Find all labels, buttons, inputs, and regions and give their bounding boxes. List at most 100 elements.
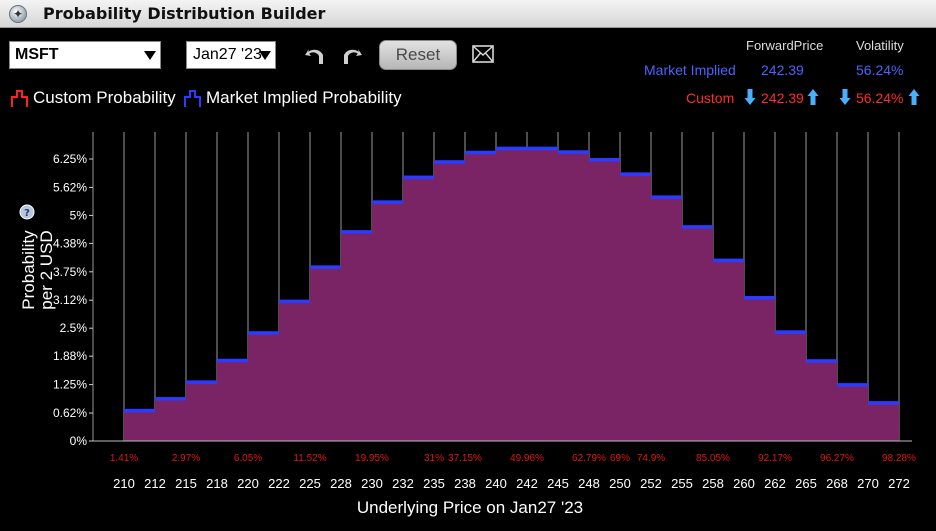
bar-fill <box>682 226 713 441</box>
probability-bar[interactable] <box>558 150 589 441</box>
probability-bar[interactable] <box>465 150 496 441</box>
y-axis-title-group: Probabilityper 2 USD <box>19 230 56 310</box>
help-icon[interactable]: ? <box>19 204 35 220</box>
probability-bar[interactable] <box>620 172 651 442</box>
probability-chart[interactable]: 0% 0.62% 1.25% 1.88% 2.5% 3.12% 3.75% 4.38% 5% 5.… <box>0 118 936 531</box>
probability-bar[interactable] <box>868 401 899 441</box>
probability-bar[interactable] <box>155 397 186 441</box>
x-tick-label: 235 <box>423 476 445 491</box>
probability-bar[interactable] <box>341 230 372 441</box>
x-tick-label: 248 <box>578 476 600 491</box>
probability-bar[interactable] <box>124 408 155 441</box>
probability-bar[interactable] <box>806 359 837 441</box>
bar-fill <box>837 384 868 441</box>
bar-market-cap <box>868 401 899 405</box>
custom-label: Custom <box>686 90 735 106</box>
bar-fill <box>496 148 527 441</box>
legend-market-label: Market Implied Probability <box>206 88 402 107</box>
x-tick-label: 230 <box>361 476 383 491</box>
y-tick-label: 5.62% <box>53 180 87 194</box>
arrow-down-icon[interactable] <box>839 88 851 106</box>
probability-bar[interactable] <box>744 296 775 441</box>
email-icon[interactable] <box>472 45 494 63</box>
probability-bar[interactable] <box>186 380 217 441</box>
x-tick-label: 212 <box>144 476 166 491</box>
title-bar: ✦ Probability Distribution Builder <box>0 0 936 28</box>
x-tick-label: 262 <box>764 476 786 491</box>
redo-icon[interactable] <box>342 44 364 66</box>
cumulative-label: 74.9% <box>637 453 665 464</box>
x-tick-label: 222 <box>268 476 290 491</box>
bar-fill <box>527 148 558 441</box>
bar-fill <box>620 173 651 442</box>
cumulative-label: 92.17% <box>758 453 792 464</box>
x-tick-label: 238 <box>454 476 476 491</box>
probability-bar[interactable] <box>279 299 310 441</box>
legend-market: Market Implied Probability <box>184 88 402 108</box>
y-tick-label: 3.75% <box>53 265 87 279</box>
probability-bar[interactable] <box>217 358 248 441</box>
bar-fill <box>279 301 310 441</box>
bar-market-cap <box>837 383 868 387</box>
legend-custom: Custom Probability <box>11 88 176 108</box>
probability-bar[interactable] <box>775 330 806 441</box>
market-probability-swatch-icon <box>184 90 201 107</box>
cumulative-label: 85.05% <box>696 453 730 464</box>
y-tick-label: 3.12% <box>53 293 87 307</box>
arrow-up-icon[interactable] <box>908 88 920 106</box>
y-tick-label: 2.5% <box>60 321 88 335</box>
probability-bar[interactable] <box>248 331 279 441</box>
x-tick-label: 272 <box>888 476 910 491</box>
probability-bar[interactable] <box>527 146 558 441</box>
volatility-header: Volatility <box>856 38 904 53</box>
cumulative-label: 96.27% <box>820 453 854 464</box>
custom-volatility-value: 56.24% <box>856 90 904 106</box>
probability-bar[interactable] <box>713 258 744 441</box>
cumulative-label: 37.15% <box>448 453 482 464</box>
bar-market-cap <box>775 330 806 334</box>
x-tick-label: 220 <box>237 476 259 491</box>
bar-market-cap <box>124 408 155 413</box>
x-tick-label: 228 <box>330 476 352 491</box>
ticker-select[interactable]: MSFT <box>9 41 161 69</box>
bar-fill <box>744 297 775 441</box>
expiry-select[interactable]: Jan27 '23 <box>186 41 276 69</box>
chart-bars[interactable] <box>124 146 899 442</box>
y-axis-title: Probabilityper 2 USD <box>19 230 56 310</box>
probability-bar[interactable] <box>496 146 527 441</box>
probability-bar[interactable] <box>434 160 465 441</box>
bar-market-cap <box>279 299 310 304</box>
x-axis-title: Underlying Price on Jan27 '23 <box>357 498 583 517</box>
x-tick-label: 218 <box>206 476 228 491</box>
probability-bar[interactable] <box>403 175 434 441</box>
cumulative-label: 62.79% <box>572 453 606 464</box>
cumulative-label: 19.95% <box>355 453 389 464</box>
chevron-down-icon[interactable] <box>259 51 271 60</box>
y-tick-label: 0% <box>70 434 88 448</box>
probability-bar[interactable] <box>651 195 682 441</box>
probability-bar[interactable] <box>589 157 620 441</box>
arrow-down-icon[interactable] <box>744 88 756 106</box>
bar-fill <box>248 332 279 441</box>
x-tick-label: 245 <box>547 476 569 491</box>
probability-bar[interactable] <box>837 383 868 441</box>
chevron-down-icon[interactable] <box>144 51 156 60</box>
bar-market-cap <box>155 397 186 401</box>
bar-fill <box>868 402 899 441</box>
x-tick-label: 232 <box>392 476 414 491</box>
x-tick-label: 270 <box>857 476 879 491</box>
cumulative-label: 6.05% <box>234 453 262 464</box>
bar-fill <box>713 260 744 441</box>
undo-icon[interactable] <box>303 44 325 66</box>
reset-button[interactable]: Reset <box>379 40 457 70</box>
legend-custom-label: Custom Probability <box>33 88 176 107</box>
x-tick-label: 225 <box>299 476 321 491</box>
x-tick-label: 252 <box>640 476 662 491</box>
x-tick-label: 215 <box>175 476 197 491</box>
probability-bar[interactable] <box>310 265 341 441</box>
probability-bar[interactable] <box>372 200 403 441</box>
probability-bar[interactable] <box>682 225 713 441</box>
app-icon[interactable]: ✦ <box>9 4 27 23</box>
arrow-up-icon[interactable] <box>807 88 819 106</box>
bar-fill <box>465 152 496 441</box>
